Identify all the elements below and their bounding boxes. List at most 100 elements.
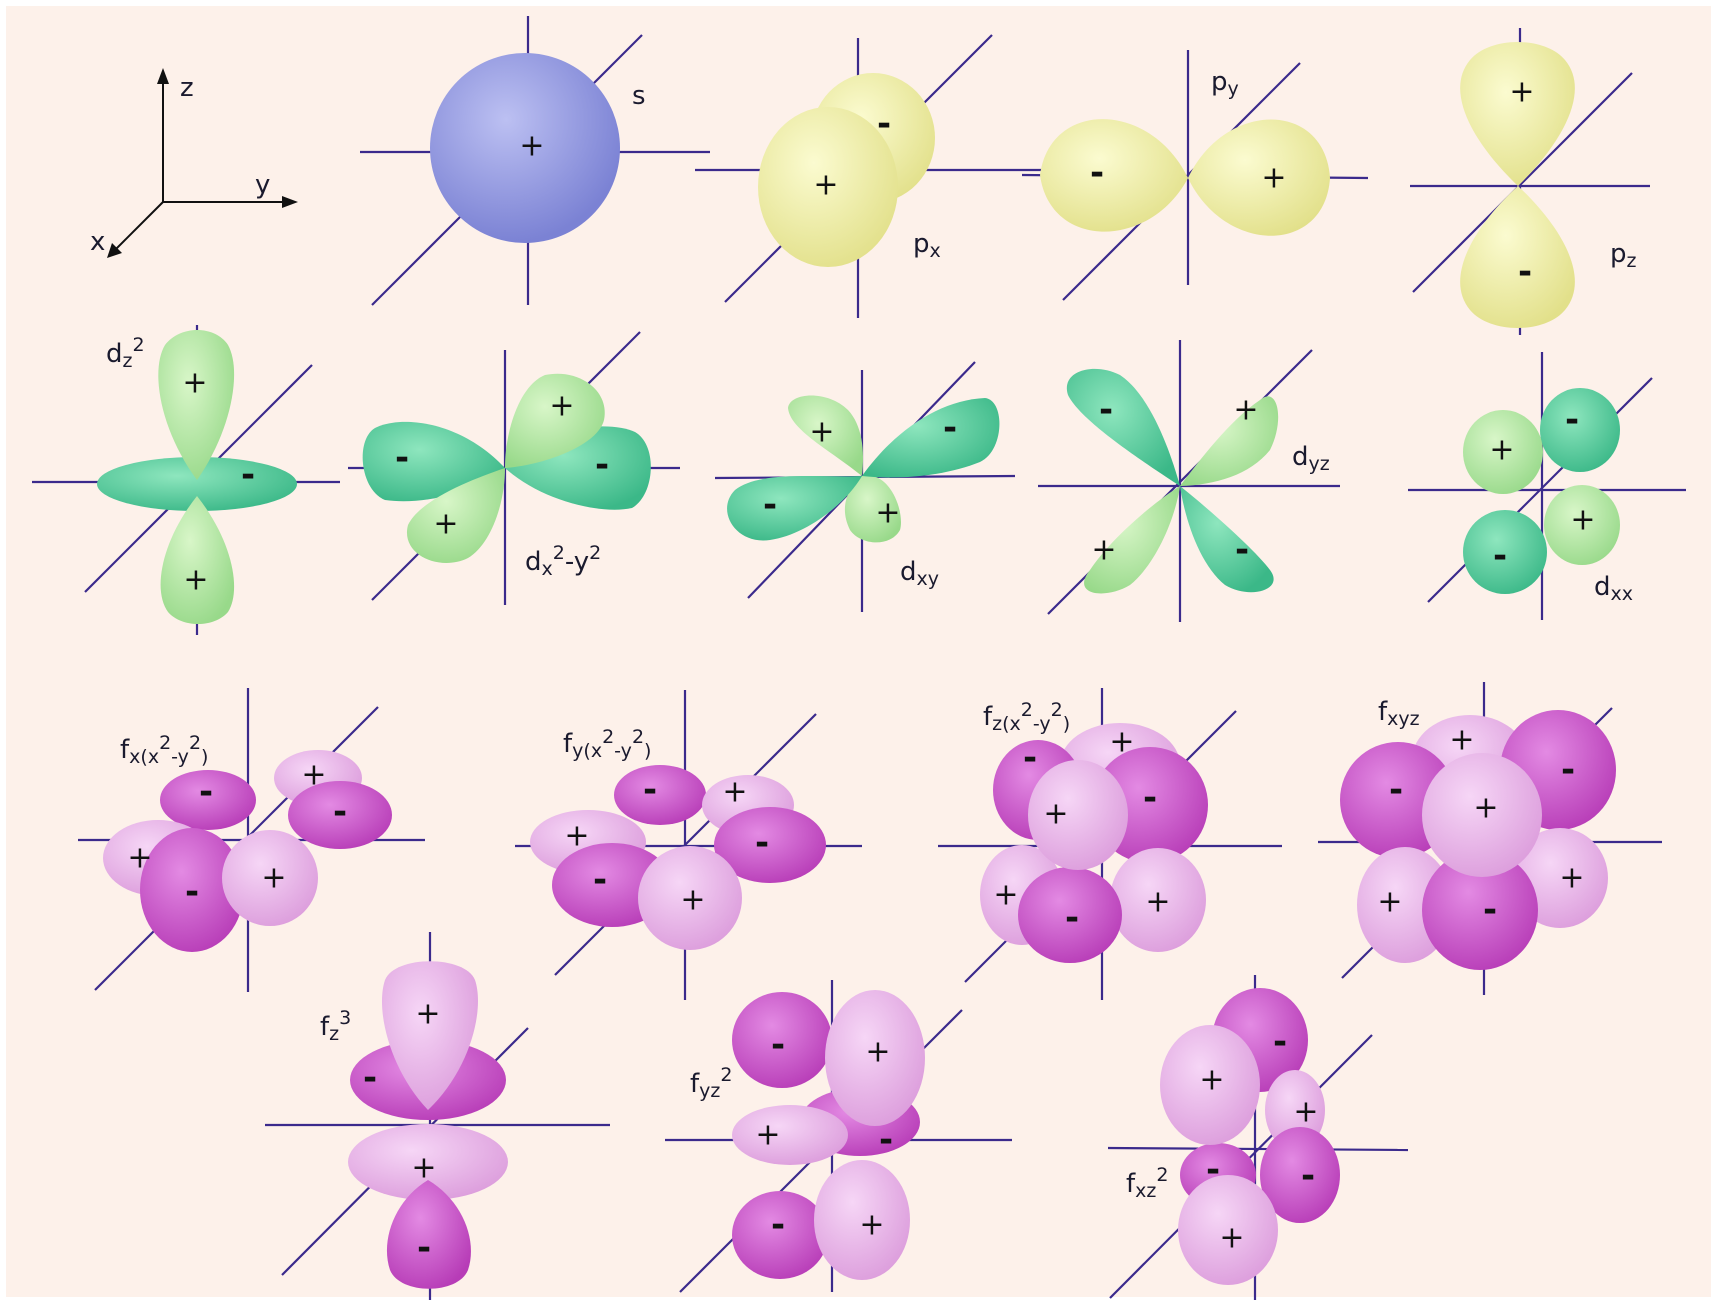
orbital-fyz2: - + + - - + fyz2 <box>665 980 1012 1293</box>
sign-minus: - <box>1235 530 1249 570</box>
sign-minus: - <box>241 455 255 495</box>
sign-plus: + <box>1199 1063 1224 1098</box>
sign-minus: - <box>877 104 891 144</box>
label-fxz2: fxz2 <box>1126 1164 1168 1202</box>
sign-minus: - <box>943 408 957 448</box>
sign-plus: + <box>1570 503 1595 538</box>
sign-plus: + <box>549 389 574 424</box>
sign-minus: - <box>1301 1156 1315 1196</box>
sign-plus: + <box>182 366 207 401</box>
axis-key: z y x <box>90 68 298 258</box>
sign-minus: - <box>593 860 607 900</box>
sign-plus: + <box>1473 791 1498 826</box>
sign-minus: - <box>363 1058 377 1098</box>
sign-plus: + <box>722 775 747 810</box>
sign-minus: - <box>1565 400 1579 440</box>
label-px: px <box>913 229 941 262</box>
orbital-fxz2: - + + - - + fxz2 <box>1107 975 1409 1300</box>
label-dxz: dxx <box>1594 572 1633 605</box>
sign-minus: - <box>771 1205 785 1245</box>
label-dyz: dyz <box>1292 442 1330 475</box>
sign-plus: + <box>261 861 286 896</box>
sign-minus: - <box>185 872 199 912</box>
sign-minus: - <box>1099 390 1113 430</box>
axis-label-y: y <box>255 170 270 200</box>
sign-minus: - <box>1518 252 1532 292</box>
orbital-pz: + - pz <box>1410 28 1650 335</box>
sign-minus: - <box>417 1228 431 1268</box>
orbital-dxy: + - - + dxy <box>714 361 1016 612</box>
label-py: py <box>1211 67 1239 100</box>
sign-minus: - <box>643 770 657 810</box>
sign-plus: + <box>1145 885 1170 920</box>
axis-label-z: z <box>180 73 194 103</box>
sign-plus: + <box>993 878 1018 913</box>
orbital-fxyz: + - - + + - + fxyz <box>1318 682 1662 995</box>
label-dz2: dz2 <box>106 334 145 372</box>
axis-label-x: x <box>90 227 105 257</box>
sign-minus: - <box>1389 770 1403 810</box>
label-fxyz: fxyz <box>1378 697 1420 730</box>
orbital-dxz: - + + - dxx <box>1408 352 1686 620</box>
sign-plus: + <box>183 563 208 598</box>
orbital-fy-x2-y2: - + + - - + fy(x2-y2) <box>515 690 862 1000</box>
orbital-fz-x2-y2: + - - + + - + fz(x2-y2) <box>938 688 1282 1000</box>
orbital-dx2-y2: - - + + dx2-y2 <box>348 331 680 605</box>
sign-minus: - <box>1090 153 1104 193</box>
sign-plus: + <box>1043 797 1068 832</box>
sign-plus: + <box>809 415 834 450</box>
sign-plus: + <box>519 129 544 164</box>
sign-plus: + <box>1091 533 1116 568</box>
label-fx: fx(x2-y2) <box>120 732 208 768</box>
sign-plus: + <box>1509 75 1534 110</box>
orbital-dyz: - + + - dyz <box>1038 340 1340 622</box>
sign-plus: + <box>415 997 440 1032</box>
label-pz: pz <box>1610 239 1637 272</box>
sign-plus: + <box>1233 393 1258 428</box>
sign-plus: + <box>859 1208 884 1243</box>
sign-minus: - <box>755 823 769 863</box>
sign-minus: - <box>1493 536 1507 576</box>
sign-minus: - <box>1023 738 1037 778</box>
sign-plus: + <box>875 496 900 531</box>
sign-plus: + <box>127 841 152 876</box>
sign-plus: + <box>411 1151 436 1186</box>
sign-plus: + <box>865 1035 890 1070</box>
orbital-dz2: + - + dz2 <box>32 325 340 635</box>
label-dx2-y2: dx2-y2 <box>525 542 601 580</box>
label-fy: fy(x2-y2) <box>563 726 651 762</box>
label-fz: fz(x2-y2) <box>983 699 1070 735</box>
sign-plus: + <box>1109 725 1134 760</box>
sign-minus: - <box>199 772 213 812</box>
label-fyz2: fyz2 <box>690 1064 732 1102</box>
sign-minus: - <box>1483 890 1497 930</box>
sign-minus: - <box>595 445 609 485</box>
orbital-fx-x2-y2: + - - + - + fx(x2-y2) <box>78 688 425 992</box>
label-fz3: fz3 <box>320 1007 351 1045</box>
label-dxy: dxy <box>900 557 939 590</box>
sign-plus: + <box>1559 861 1584 896</box>
orbital-s: + s <box>360 16 710 306</box>
orbital-py: - + py <box>1021 50 1369 301</box>
sign-plus: + <box>301 758 326 793</box>
orbital-px: - + px <box>695 34 1050 318</box>
sign-minus: - <box>1273 1022 1287 1062</box>
sign-plus: + <box>680 883 705 918</box>
sign-minus: - <box>771 1025 785 1065</box>
sign-minus: - <box>763 485 777 525</box>
label-s: s <box>632 81 646 111</box>
sign-plus: + <box>1377 885 1402 920</box>
sign-plus: + <box>564 819 589 854</box>
sign-minus: - <box>1561 750 1575 790</box>
sign-plus: + <box>1293 1095 1318 1130</box>
orbital-fz3: + - + - fz3 <box>265 932 610 1300</box>
sign-minus: - <box>395 438 409 478</box>
sign-plus: + <box>1261 161 1286 196</box>
sign-minus: - <box>879 1120 893 1160</box>
sign-plus: + <box>755 1118 780 1153</box>
sign-plus: + <box>433 507 458 542</box>
sign-minus: - <box>333 792 347 832</box>
sign-minus: - <box>1206 1150 1220 1190</box>
sign-plus: + <box>1489 433 1514 468</box>
sign-minus: - <box>1143 778 1157 818</box>
